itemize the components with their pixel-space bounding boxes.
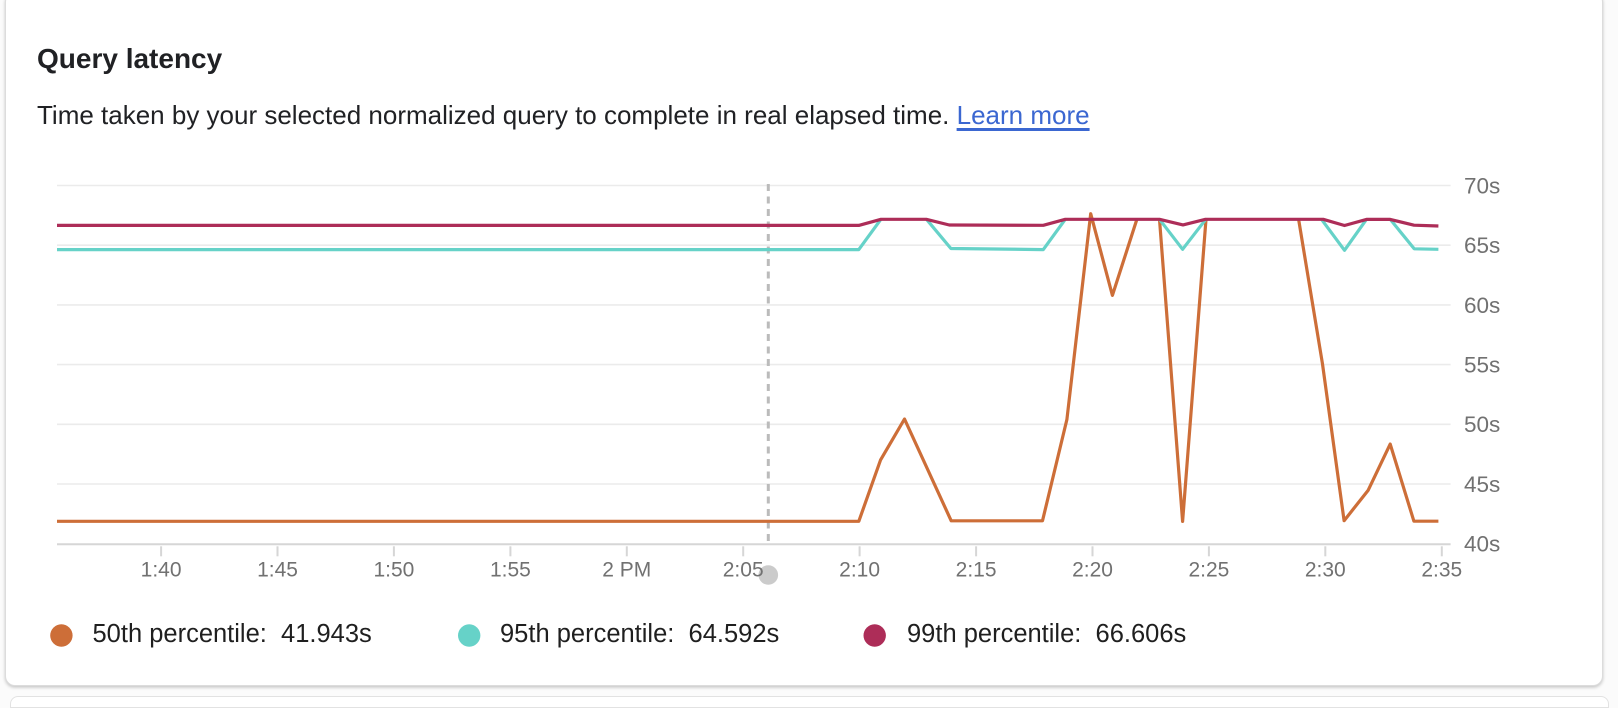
svg-text:2:10: 2:10 (839, 559, 880, 582)
svg-text:45s: 45s (1464, 472, 1500, 497)
svg-text:1:55: 1:55 (490, 559, 531, 582)
svg-text:2 PM: 2 PM (602, 559, 651, 582)
svg-text:40s: 40s (1464, 532, 1500, 557)
svg-text:2:35: 2:35 (1421, 559, 1462, 582)
svg-text:50s: 50s (1464, 412, 1500, 437)
svg-text:2:30: 2:30 (1305, 559, 1346, 582)
svg-text:55s: 55s (1464, 353, 1500, 378)
svg-text:2:15: 2:15 (956, 559, 997, 582)
svg-text:1:40: 1:40 (141, 559, 182, 582)
svg-text:1:50: 1:50 (373, 559, 414, 582)
svg-text:70s: 70s (1464, 173, 1500, 198)
svg-text:2:05: 2:05 (723, 559, 764, 582)
svg-text:60s: 60s (1464, 293, 1500, 318)
svg-text:2:20: 2:20 (1072, 559, 1113, 582)
svg-text:65s: 65s (1464, 233, 1500, 258)
svg-text:1:45: 1:45 (257, 559, 298, 582)
svg-text:2:25: 2:25 (1188, 559, 1229, 582)
